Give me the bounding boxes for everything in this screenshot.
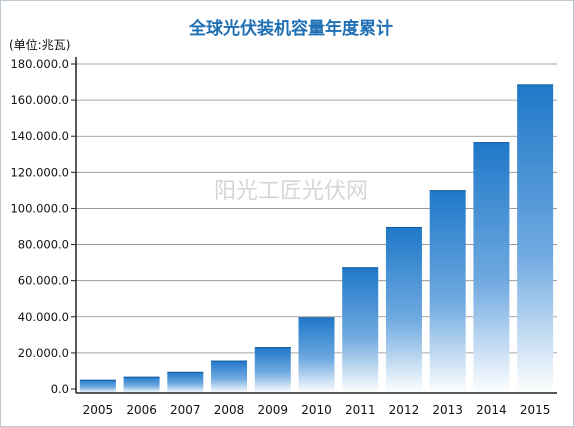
x-tick-label: 2013: [432, 403, 463, 417]
watermark: 阳光工匠光伏网: [214, 179, 368, 204]
x-tick-label: 2005: [83, 403, 114, 417]
bar-2006: [123, 376, 160, 393]
y-axis-ticks: 0.0 20.000.0 40.000.0 60.000.0 80.000.0 100.0…: [10, 57, 76, 396]
x-tick-label: 2009: [257, 403, 288, 417]
x-tick-label: 2012: [389, 403, 420, 417]
x-tick-label: 2008: [214, 403, 245, 417]
y-tick-label: 100.000.0: [10, 201, 69, 215]
x-tick-label: 2015: [520, 403, 551, 417]
chart-title: 全球光伏装机容量年度累计: [188, 18, 393, 39]
y-tick-label: 180.000.0: [10, 57, 69, 71]
bar-2007: [167, 371, 204, 393]
y-axis-unit-label: (单位:兆瓦): [9, 37, 70, 52]
y-tick-label: 160.000.0: [10, 93, 69, 107]
bar-2005: [79, 379, 116, 393]
bar-2010: [298, 317, 335, 393]
y-tick-label: 140.000.0: [10, 129, 69, 143]
bar-2013: [429, 190, 466, 393]
bars: [79, 84, 554, 394]
bar-2015: [517, 84, 554, 394]
x-tick-label: 2007: [170, 403, 201, 417]
x-tick-label: 2006: [126, 403, 157, 417]
y-tick-label: 120.000.0: [10, 165, 69, 179]
y-tick-label: 40.000.0: [18, 310, 69, 324]
y-tick-label: 60.000.0: [18, 274, 69, 288]
x-tick-label: 2010: [301, 403, 332, 417]
bar-2011: [342, 267, 379, 393]
y-tick-label: 80.000.0: [18, 238, 69, 252]
gridlines: [76, 63, 557, 354]
bar-2012: [385, 227, 422, 393]
y-tick-label: 20.000.0: [18, 346, 69, 360]
x-tick-label: 2011: [345, 403, 376, 417]
bar-2008: [211, 360, 248, 393]
y-tick-label: 0.0: [51, 382, 69, 396]
x-axis-ticks: 2005 2006 2007 2008 2009 2010 2011 2012 2013 2014…: [83, 403, 551, 417]
bar-2009: [254, 347, 291, 393]
x-tick-label: 2014: [476, 403, 507, 417]
bar-2014: [473, 142, 510, 393]
